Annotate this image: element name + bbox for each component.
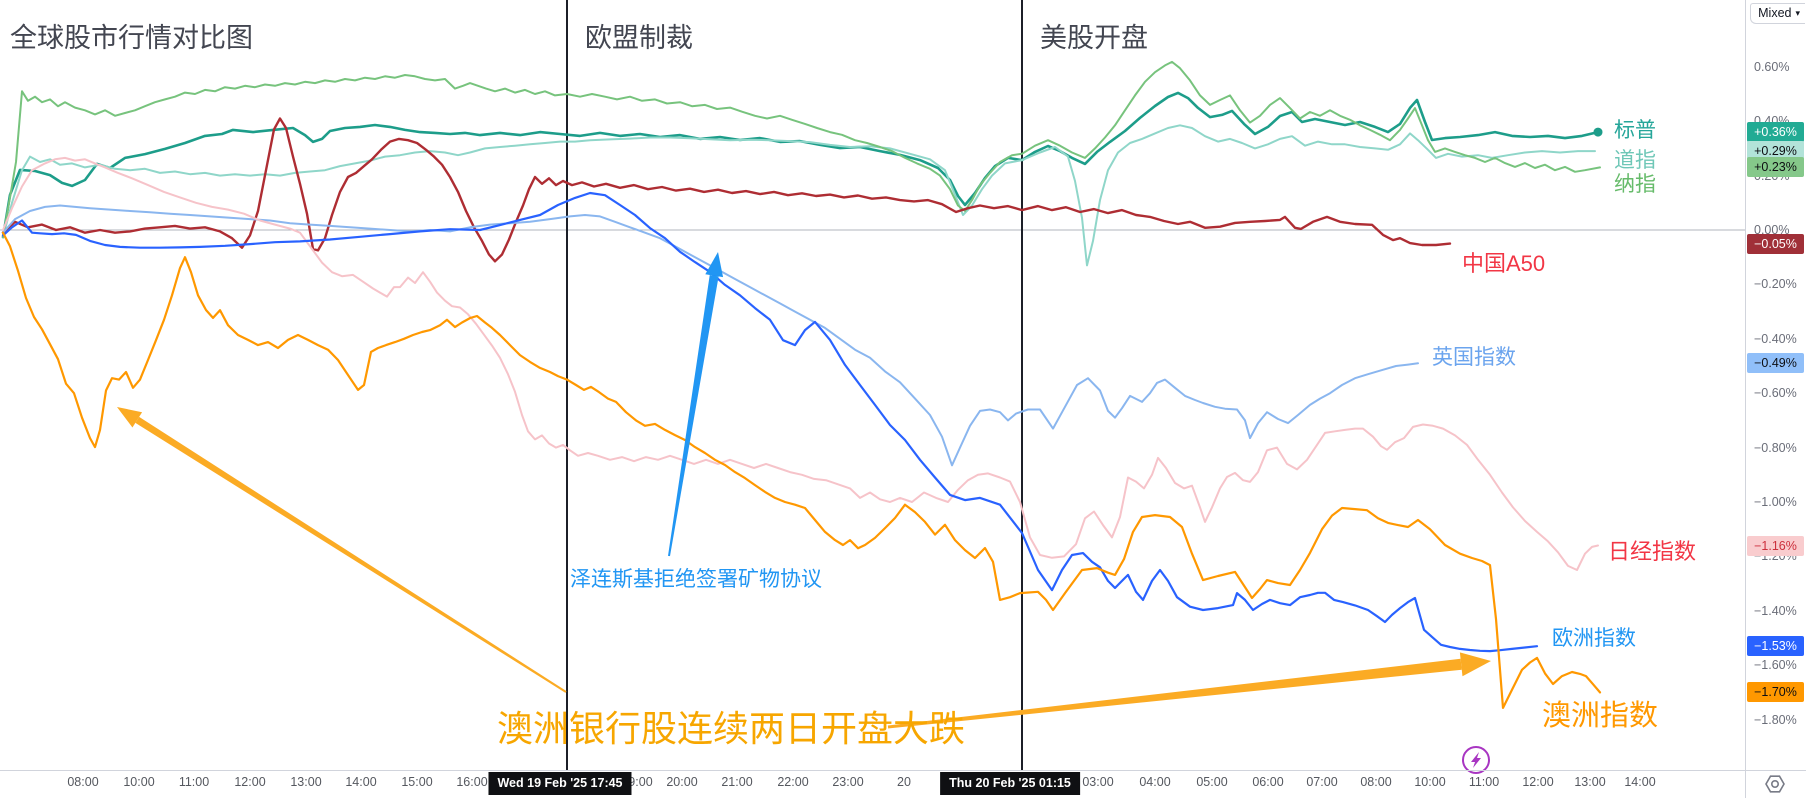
x-axis-tick: 05:00 (1196, 775, 1228, 789)
series-label-sp500: 标普 (1614, 118, 1656, 142)
series-label-dow: 道指 (1614, 148, 1656, 172)
page-title: 全球股市行情对比图 (10, 23, 253, 53)
series-line-australia (1, 231, 1602, 710)
annotation-australia-text: 澳洲银行股连续两日开盘大跌 (497, 708, 966, 749)
series-line-nikkei (2, 156, 1599, 571)
australia-arrow-left-head (117, 407, 143, 428)
series-line-europe (1, 191, 1539, 653)
lightning-icon-bolt (1471, 752, 1481, 768)
gear-icon-center (1771, 779, 1780, 788)
series-label-uk: 英国指数 (1432, 345, 1516, 369)
price-badge-nikkei: −1.16% (1747, 535, 1804, 556)
y-axis-tick: −0.60% (1754, 386, 1797, 401)
series-label-nasdaq: 纳指 (1614, 172, 1656, 196)
y-axis-tick: −1.60% (1754, 658, 1797, 673)
x-axis-tick: 13:00 (1574, 775, 1606, 789)
price-scale-mode-label: Mixed (1758, 6, 1792, 20)
series-line-sp500 (1, 91, 1600, 239)
x-axis-tick: 12:00 (1522, 775, 1554, 789)
crosshair-date-badge-1: Thu 20 Feb '25 01:15 (940, 772, 1080, 795)
x-axis-tick: 12:00 (234, 775, 266, 789)
gear-icon[interactable] (1765, 775, 1785, 793)
series-label-nikkei: 日经指数 (1608, 539, 1697, 564)
price-badge-europe: −1.53% (1747, 636, 1804, 657)
y-axis-tick: −0.40% (1754, 331, 1797, 346)
x-axis-tick: 13:00 (290, 775, 322, 789)
price-badge-sp500: +0.36% (1747, 122, 1804, 143)
series-endpoint-sp500 (1593, 127, 1603, 137)
y-axis-tick: −0.80% (1754, 440, 1797, 455)
x-axis-tick: 06:00 (1252, 775, 1284, 789)
x-axis-tick: 03:00 (1082, 775, 1114, 789)
crosshair-date-badge-0: Wed 19 Feb '25 17:45 (488, 772, 632, 795)
y-axis-tick: −1.40% (1754, 603, 1797, 618)
series-line-uk (2, 204, 1419, 467)
x-axis-tick: 20 (897, 775, 911, 789)
series-label-australia: 澳洲指数 (1542, 699, 1659, 732)
series-line-china_a50 (1, 117, 1452, 263)
x-axis-tick: 20:00 (666, 775, 698, 789)
price-badge-australia: −1.70% (1747, 682, 1804, 703)
price-badge-dow: +0.29% (1747, 141, 1804, 162)
y-axis-tick: 0.00% (1754, 223, 1790, 237)
chevron-down-icon: ▾ (1795, 7, 1800, 18)
x-axis-tick: 04:00 (1139, 775, 1171, 789)
event-title-0: 欧盟制裁 (585, 23, 693, 53)
x-axis-tick: 14:00 (345, 775, 377, 789)
zelensky-arrow-shaft (668, 274, 719, 557)
annotation-zelensky-text: 泽连斯基拒绝签署矿物协议 (570, 568, 822, 591)
x-axis-tick: 11:00 (1468, 775, 1500, 789)
x-axis-tick: 16:00 (456, 775, 488, 789)
price-scale-mode-button[interactable]: Mixed ▾ (1750, 3, 1805, 24)
y-axis-tick: −0.20% (1754, 277, 1797, 292)
series-line-nasdaq (2, 60, 1601, 239)
series-label-china_a50: 中国A50 (1462, 251, 1546, 276)
y-axis-tick: 0.60% (1754, 59, 1790, 74)
y-axis-tick: −1.00% (1754, 495, 1797, 509)
australia-arrow-left-shaft (135, 416, 567, 693)
x-axis-tick: 11:00 (178, 775, 210, 789)
x-axis-tick: 15:00 (401, 775, 433, 789)
price-badge-nasdaq: +0.23% (1747, 157, 1804, 178)
price-badge-china_a50: −0.05% (1747, 233, 1804, 254)
x-axis-tick: 22:00 (777, 775, 809, 789)
y-axis-tick: −1.80% (1754, 712, 1797, 727)
x-axis-tick: 14:00 (1624, 775, 1656, 789)
time-axis-separator (0, 770, 1806, 771)
x-axis-tick: 08:00 (1360, 775, 1392, 789)
x-axis-tick: 10:00 (1414, 775, 1446, 789)
price-badge-uk: −0.49% (1747, 353, 1804, 374)
x-axis-tick: 08:00 (67, 775, 99, 789)
x-axis-tick: 10:00 (123, 775, 155, 789)
australia-arrow-right-shaft (887, 658, 1462, 729)
zelensky-arrow-head (705, 252, 724, 278)
price-axis-separator (1745, 0, 1746, 798)
x-axis-tick: 23:00 (832, 775, 864, 789)
x-axis-tick: 07:00 (1306, 775, 1338, 789)
event-title-1: 美股开盘 (1040, 23, 1148, 53)
australia-arrow-right-head (1459, 652, 1491, 677)
x-axis-tick: 21:00 (721, 775, 753, 789)
series-label-europe: 欧洲指数 (1552, 626, 1636, 650)
